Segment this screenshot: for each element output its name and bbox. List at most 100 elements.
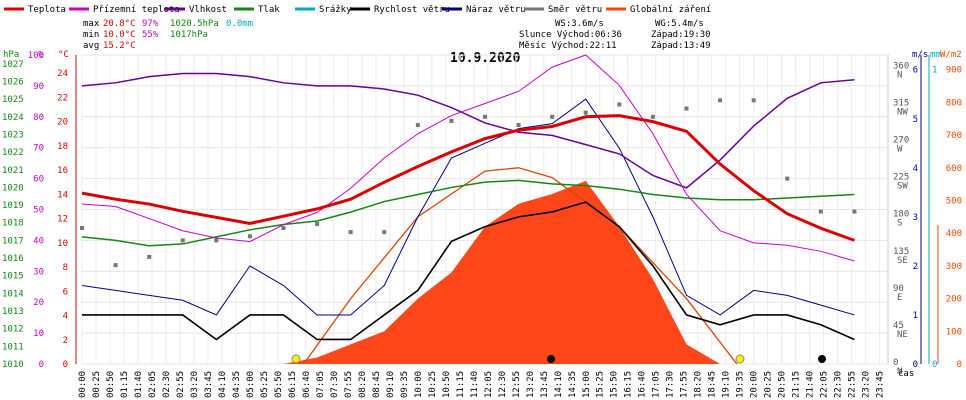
info-sun: Slunce Východ:06:36 <box>519 30 622 40</box>
stat-max-rain: 0.0mm <box>226 19 253 29</box>
tick-ms: 1 <box>913 311 918 321</box>
wind-dir-point <box>718 98 723 103</box>
tick-time: 10:25 <box>428 371 438 398</box>
tick-pct: 70 <box>33 144 44 154</box>
wind-dir-point <box>617 102 622 107</box>
tick-time: 17:30 <box>666 371 676 398</box>
tick-time: 07:30 <box>330 371 340 398</box>
axis-label-hpa: hPa <box>3 50 19 60</box>
tick-hpa: 1023 <box>2 130 24 140</box>
legend-label: Rychlost větru <box>374 5 450 15</box>
tick-pct: 90 <box>33 82 44 92</box>
tick-hpa: 1018 <box>2 219 24 229</box>
pressure-line <box>81 179 855 247</box>
info-block: WS:3.6m/s WG:5.4m/s Slunce Východ:06:36 … <box>519 19 711 51</box>
chart-title: 10.9.2020 <box>450 51 521 66</box>
wind-dir-point <box>80 226 84 231</box>
tick-time: 14:10 <box>554 371 564 398</box>
humidity-line <box>81 72 855 189</box>
stat-max-label: max <box>83 19 100 29</box>
tick-c: 8 <box>63 263 68 273</box>
tick-ms: 2 <box>913 262 918 272</box>
legend-label: Globální záření <box>630 5 711 15</box>
tick-time: 10:00 <box>414 371 424 398</box>
wind-dir-point <box>516 123 521 128</box>
tick-time: 23:45 <box>876 371 886 398</box>
tick-time: 17:05 <box>652 371 662 398</box>
axis-label-wm2: W/m2 <box>940 50 962 60</box>
tick-time: 12:30 <box>498 371 508 398</box>
sun-moon-markers <box>291 354 826 364</box>
tick-time: 16:15 <box>624 371 634 398</box>
tick-time: 10:50 <box>442 371 452 398</box>
tick-pct: 40 <box>33 236 44 246</box>
tick-time: 00:25 <box>92 371 102 398</box>
tick-time: 00:00 <box>78 371 88 398</box>
tick-ms: 6 <box>913 66 918 76</box>
wind-dir-point <box>751 98 756 103</box>
legend-label: Přízemní teplota <box>93 5 180 15</box>
tick-hpa: 1015 <box>2 272 24 282</box>
tick-wm2: 100 <box>946 327 962 337</box>
tick-dir: 90 <box>893 284 904 294</box>
tick-dir-name: NW <box>897 107 908 117</box>
axis-label-ms: m/s <box>912 50 928 60</box>
wind-dir-point <box>852 209 857 214</box>
tick-time: 02:55 <box>176 371 186 398</box>
tick-dir: 0 <box>893 358 898 368</box>
tick-ms: 0 <box>913 360 918 370</box>
tick-time: 16:40 <box>638 371 648 398</box>
tick-time: 17:55 <box>680 371 690 398</box>
tick-time: 22:30 <box>834 371 844 398</box>
tick-pct: 10 <box>33 329 44 339</box>
legend-label: Směr větru <box>548 5 602 15</box>
moonrise-marker <box>818 355 826 363</box>
radiation-series <box>283 167 738 365</box>
wind-dir-point <box>785 176 790 181</box>
wind-dir-point <box>684 106 689 111</box>
tick-time: 22:05 <box>820 371 830 398</box>
wind-dir-point <box>214 238 219 243</box>
tick-time: 13:45 <box>540 371 550 398</box>
tick-time: 01:15 <box>120 371 130 398</box>
tick-c: 24 <box>57 69 68 79</box>
tick-time: 04:35 <box>232 371 242 398</box>
wind-dir-point <box>550 114 555 119</box>
tick-hpa: 1024 <box>2 113 24 123</box>
stat-min-hum: 55% <box>142 30 159 40</box>
tick-time: 04:10 <box>218 371 228 398</box>
tick-time: 15:50 <box>610 371 620 398</box>
tick-time: 15:00 <box>582 371 592 398</box>
tick-hpa: 1012 <box>2 325 24 335</box>
tick-dir-name: N <box>897 367 902 377</box>
tick-dir: 180 <box>893 210 909 220</box>
tick-dir-name: E <box>897 293 902 303</box>
info-moon: Měsíc Východ:22:11 <box>519 41 617 51</box>
wind-dir-point <box>382 230 387 235</box>
tick-wm2: 800 <box>946 98 962 108</box>
tick-ms: 5 <box>913 115 918 125</box>
tick-c: 18 <box>57 142 68 152</box>
tick-c: 22 <box>57 93 68 103</box>
wind-dir-point <box>281 226 286 231</box>
tick-wm2: 700 <box>946 131 962 141</box>
tick-dir-name: SW <box>897 182 908 192</box>
wind-speed-line <box>82 201 855 341</box>
tick-time: 12:05 <box>484 371 494 398</box>
axis-label-mm: mm <box>930 50 941 60</box>
tick-c: 16 <box>57 166 68 176</box>
legend-label: Srážky <box>319 5 352 15</box>
moonset-marker <box>547 355 555 363</box>
tick-hpa: 1026 <box>2 77 24 87</box>
info-wg: WG:5.4m/s <box>655 19 704 29</box>
tick-time: 23:20 <box>862 371 872 398</box>
tick-hpa: 1013 <box>2 307 24 317</box>
tick-hpa: 1019 <box>2 201 24 211</box>
tick-time: 02:05 <box>148 371 158 398</box>
tick-hpa: 1021 <box>2 166 24 176</box>
tick-wm2: 400 <box>946 229 962 239</box>
tick-pct: 80 <box>33 113 44 123</box>
tick-ms: 3 <box>913 213 918 223</box>
wind-dir-point <box>180 238 185 243</box>
